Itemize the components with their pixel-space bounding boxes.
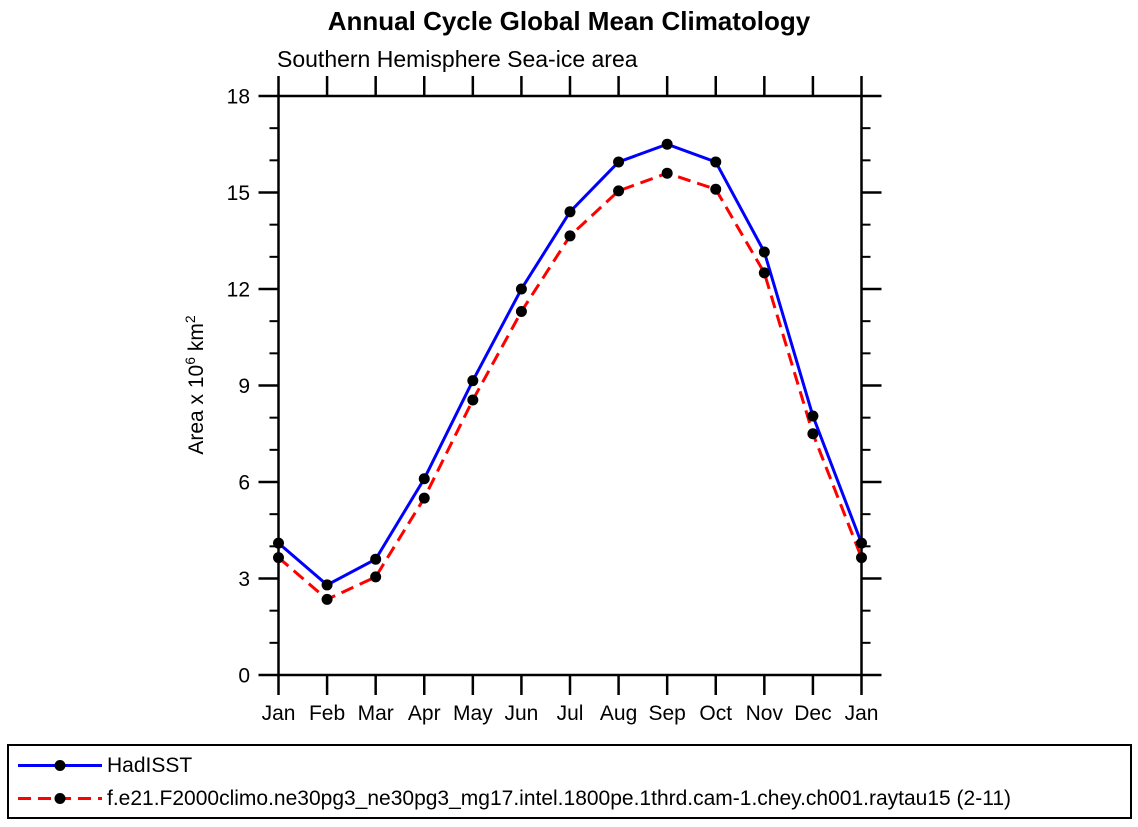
svg-text:18: 18 [227, 86, 250, 109]
chart-title: Annual Cycle Global Mean Climatology [327, 6, 811, 36]
svg-text:Aug: Aug [600, 702, 637, 725]
svg-text:Jul: Jul [557, 702, 584, 725]
svg-text:Feb: Feb [309, 702, 345, 725]
svg-text:Sep: Sep [648, 702, 685, 725]
svg-text:Mar: Mar [358, 702, 394, 725]
svg-text:Jan: Jan [262, 702, 296, 725]
legend-box: HadISST f.e21.F2000climo.ne30pg3_ne30pg3… [7, 744, 1132, 819]
svg-text:May: May [453, 702, 493, 725]
svg-text:9: 9 [238, 375, 250, 398]
legend-line-sample-dashed [18, 793, 102, 804]
legend-label: f.e21.F2000climo.ne30pg3_ne30pg3_mg17.in… [107, 786, 1012, 810]
series-markers-0 [273, 138, 867, 591]
svg-text:Nov: Nov [746, 702, 784, 725]
legend-item-hadisst: HadISST [17, 749, 1130, 782]
chart-plot-area: 0 3 6 9 12 15 18 Jan Feb Mar Apr May Jun Jul Aug Sep Oct… [182, 76, 882, 725]
svg-text:Jun: Jun [504, 702, 538, 725]
svg-text:12: 12 [227, 279, 250, 302]
axes [258, 76, 882, 695]
svg-text:6: 6 [238, 472, 250, 495]
svg-text:Dec: Dec [794, 702, 831, 725]
legend-item-model-run: f.e21.F2000climo.ne30pg3_ne30pg3_mg17.in… [17, 782, 1130, 815]
svg-text:15: 15 [227, 182, 250, 205]
svg-text:Apr: Apr [408, 702, 441, 725]
legend-label: HadISST [107, 753, 193, 777]
y-axis-label: Area x 106 km2 [182, 315, 208, 455]
legend-line-sample-solid [18, 760, 102, 771]
svg-text:Oct: Oct [699, 702, 732, 725]
svg-text:3: 3 [238, 568, 250, 591]
svg-text:Jan: Jan [845, 702, 879, 725]
chart-subtitle: Southern Hemisphere Sea-ice area [277, 46, 638, 72]
svg-text:0: 0 [238, 665, 250, 688]
series-markers-1 [273, 167, 867, 605]
